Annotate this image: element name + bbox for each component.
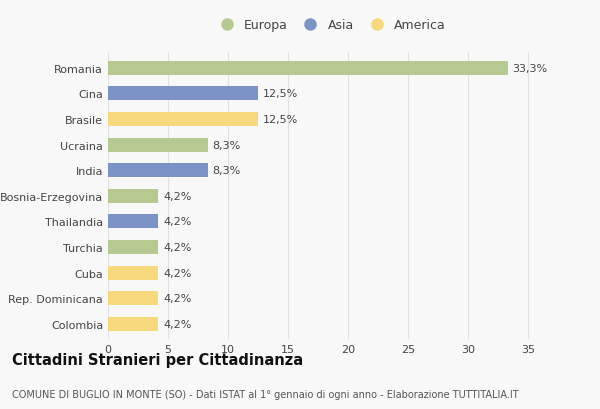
Legend: Europa, Asia, America: Europa, Asia, America (212, 16, 448, 34)
Text: 33,3%: 33,3% (512, 63, 548, 74)
Text: 8,3%: 8,3% (212, 140, 241, 150)
Text: 12,5%: 12,5% (263, 115, 298, 125)
Text: 12,5%: 12,5% (263, 89, 298, 99)
Text: 4,2%: 4,2% (163, 217, 191, 227)
Text: 4,2%: 4,2% (163, 243, 191, 252)
Bar (108, 112, 258, 127)
Text: Cittadini Stranieri per Cittadinanza: Cittadini Stranieri per Cittadinanza (12, 352, 303, 367)
Bar (108, 164, 208, 178)
Bar (108, 266, 158, 280)
Bar (108, 292, 158, 306)
Bar (108, 189, 158, 203)
Bar (108, 61, 508, 76)
Text: 4,2%: 4,2% (163, 294, 191, 303)
Bar (108, 138, 208, 152)
Text: COMUNE DI BUGLIO IN MONTE (SO) - Dati ISTAT al 1° gennaio di ogni anno - Elabora: COMUNE DI BUGLIO IN MONTE (SO) - Dati IS… (12, 389, 518, 399)
Text: 4,2%: 4,2% (163, 191, 191, 201)
Bar (108, 215, 158, 229)
Text: 4,2%: 4,2% (163, 268, 191, 278)
Text: 8,3%: 8,3% (212, 166, 241, 176)
Bar (108, 87, 258, 101)
Text: 4,2%: 4,2% (163, 319, 191, 329)
Bar (108, 317, 158, 331)
Bar (108, 240, 158, 254)
